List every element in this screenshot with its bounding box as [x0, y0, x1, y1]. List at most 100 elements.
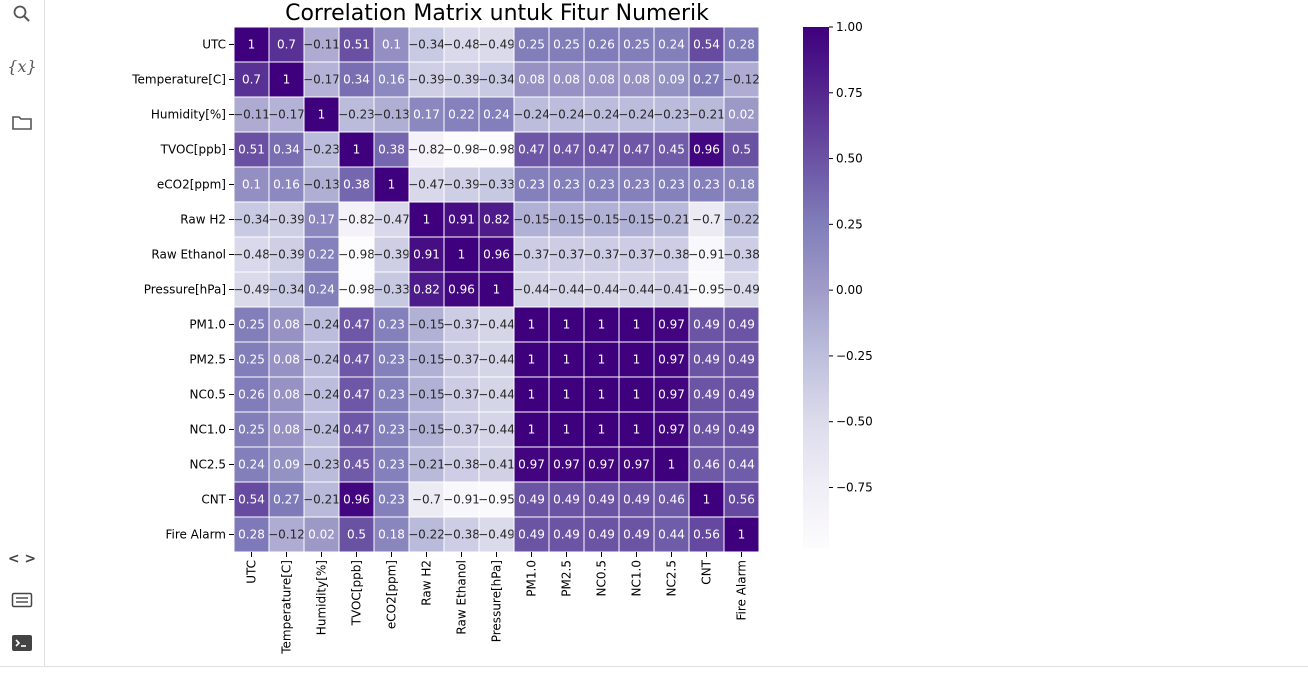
cell-value-label: −0.39: [268, 248, 305, 262]
colorbar-tick-label: 0.50: [836, 152, 863, 166]
cell-value-label: 0.54: [693, 38, 720, 52]
heatmap-cell: [653, 446, 690, 483]
heatmap-cell: [303, 166, 340, 203]
y-tick-label: UTC: [202, 38, 226, 52]
variables-icon[interactable]: {x}: [6, 52, 38, 80]
cell-value-label: 0.45: [343, 458, 370, 472]
y-tick-label: Humidity[%]: [151, 108, 226, 122]
cell-value-label: −0.7: [692, 213, 721, 227]
bottom-divider: [0, 666, 1308, 667]
heatmap-cell: [688, 341, 725, 378]
cell-value-label: 1: [598, 388, 606, 402]
heatmap-cell: [688, 131, 725, 168]
cell-value-label: −0.15: [548, 213, 585, 227]
cell-value-label: 0.17: [308, 213, 335, 227]
cell-value-label: −0.15: [408, 388, 445, 402]
heatmap-cell: [513, 411, 550, 448]
cell-value-label: −0.37: [548, 248, 585, 262]
folder-icon[interactable]: [6, 108, 38, 136]
cell-value-label: −0.38: [653, 248, 690, 262]
cell-value-label: 0.49: [693, 353, 720, 367]
cell-value-label: 0.49: [553, 528, 580, 542]
cell-value-label: 0.16: [273, 178, 300, 192]
cell-value-label: −0.21: [653, 213, 690, 227]
cell-value-label: −0.44: [583, 283, 620, 297]
heatmap-cell: [408, 271, 445, 308]
cell-value-label: 0.49: [728, 318, 755, 332]
cell-value-label: −0.95: [688, 283, 725, 297]
heatmap-cell: [548, 201, 585, 238]
heatmap-cell: [268, 341, 305, 378]
cell-value-label: 0.91: [448, 213, 475, 227]
cell-value-label: −0.15: [618, 213, 655, 227]
terminal-icon[interactable]: [6, 629, 38, 657]
cell-value-label: 0.24: [658, 38, 685, 52]
heatmap-cell: [618, 26, 655, 63]
cell-value-label: 0.97: [658, 318, 685, 332]
heatmap-cell: [478, 236, 515, 273]
cell-value-label: 0.47: [343, 423, 370, 437]
cell-value-label: 0.49: [518, 528, 545, 542]
cell-value-label: −0.44: [548, 283, 585, 297]
cell-value-label: 1: [528, 353, 536, 367]
cell-value-label: 0.96: [693, 143, 720, 157]
cell-value-label: 0.7: [242, 73, 261, 87]
cell-value-label: −0.37: [443, 353, 480, 367]
heatmap-cell: [303, 411, 340, 448]
cell-value-label: 0.97: [553, 458, 580, 472]
cell-value-label: 0.49: [553, 493, 580, 507]
cell-value-label: 1: [703, 493, 711, 507]
heatmap-cell: [618, 201, 655, 238]
heatmap-cell: [443, 306, 480, 343]
cell-value-label: 0.97: [658, 353, 685, 367]
cell-value-label: 0.23: [518, 178, 545, 192]
cell-value-label: 0.46: [693, 458, 720, 472]
heatmap-cell: [233, 26, 270, 63]
cell-value-label: −0.91: [443, 493, 480, 507]
cell-value-label: 0.23: [378, 318, 405, 332]
colorbar-tick-label: 0.00: [836, 283, 863, 297]
heatmap-cell: [373, 306, 410, 343]
heatmap-cell: [548, 446, 585, 483]
cell-value-label: −0.38: [443, 458, 480, 472]
cell-value-label: −0.21: [408, 458, 445, 472]
heatmap-cell: [408, 236, 445, 273]
cell-value-label: 0.44: [658, 528, 685, 542]
cell-value-label: −0.11: [233, 108, 270, 122]
heatmap-cell: [338, 131, 375, 168]
cell-value-label: 0.96: [483, 248, 510, 262]
cell-value-label: 0.08: [273, 353, 300, 367]
x-tick-label: eCO2[ppm]: [385, 560, 399, 629]
heatmap-cell: [688, 446, 725, 483]
heatmap-cell: [373, 201, 410, 238]
cell-value-label: −0.24: [618, 108, 655, 122]
x-tick-label: Humidity[%]: [315, 560, 329, 635]
heatmap-cell: [548, 516, 585, 553]
heatmap-cell: [303, 446, 340, 483]
cell-value-label: −0.15: [513, 213, 550, 227]
command-palette-icon[interactable]: [6, 586, 38, 614]
cell-value-label: 1: [528, 423, 536, 437]
cell-value-label: 0.23: [553, 178, 580, 192]
heatmap-cell: [583, 481, 620, 518]
cell-value-label: −0.49: [478, 528, 515, 542]
cell-value-label: 0.25: [518, 38, 545, 52]
colorbar-tick-label: −0.25: [836, 349, 873, 363]
cell-value-label: 0.47: [343, 318, 370, 332]
heatmap-cell: [653, 131, 690, 168]
heatmap-cell: [408, 306, 445, 343]
heatmap-cell: [583, 96, 620, 133]
cell-value-label: 0.49: [693, 388, 720, 402]
cell-value-label: 1: [633, 318, 641, 332]
cell-value-label: −0.38: [723, 248, 760, 262]
cell-value-label: 0.45: [658, 143, 685, 157]
cell-value-label: −0.44: [513, 283, 550, 297]
cell-value-label: 0.23: [693, 178, 720, 192]
heatmap-cell: [583, 201, 620, 238]
search-icon[interactable]: [6, 0, 38, 28]
cell-value-label: 1: [668, 458, 676, 472]
heatmap-cell: [618, 166, 655, 203]
code-snippets-icon[interactable]: < >: [6, 545, 38, 573]
cell-value-label: −0.98: [338, 283, 375, 297]
cell-value-label: 0.08: [518, 73, 545, 87]
